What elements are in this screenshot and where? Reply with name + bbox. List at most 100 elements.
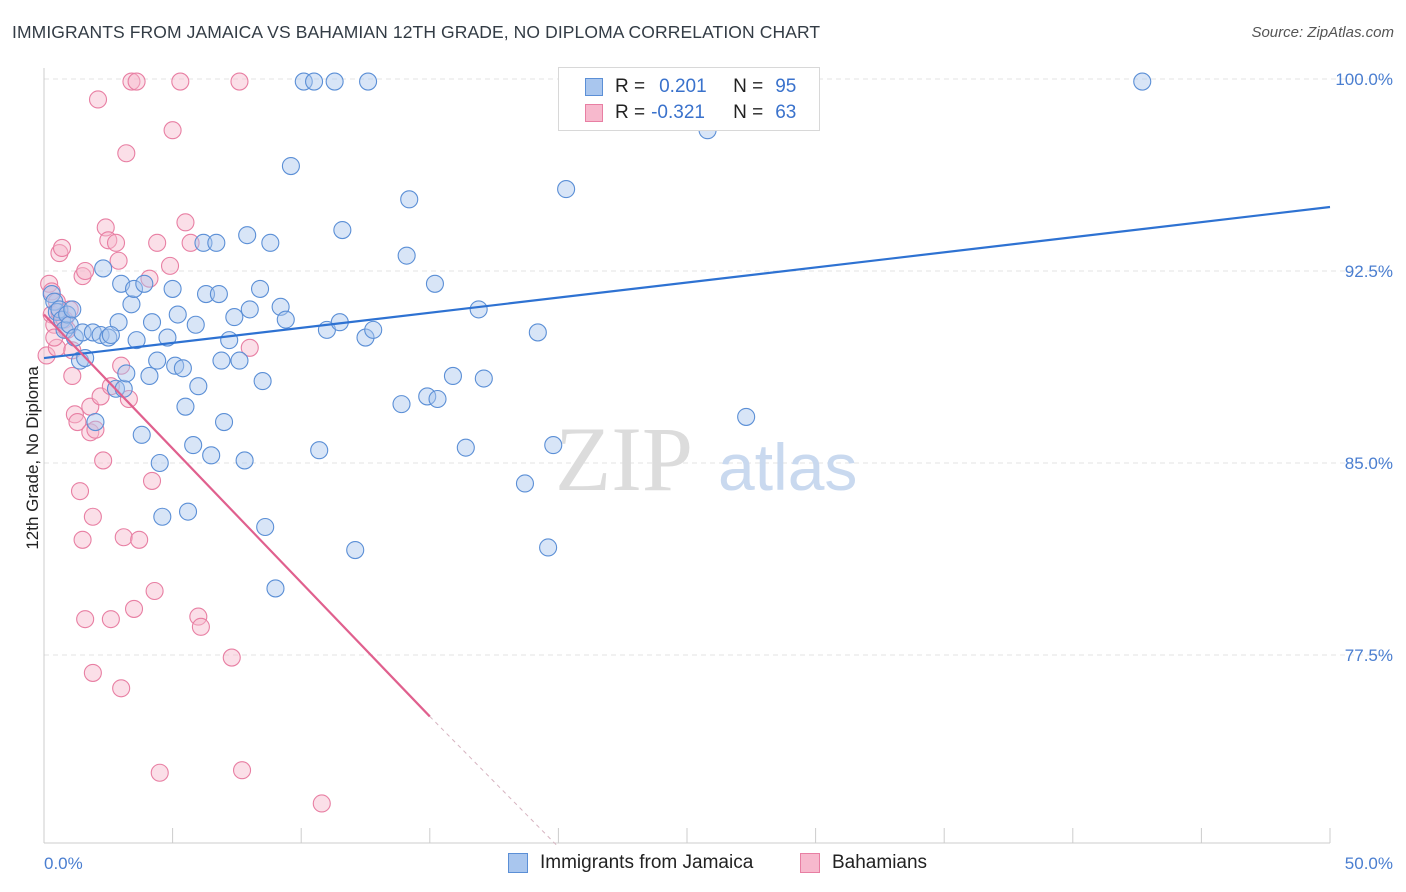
y-tick-label: 77.5%: [1345, 646, 1393, 665]
jamaica-point: [474, 369, 493, 388]
legend-n-label: N =: [733, 76, 764, 97]
bahamians-point: [142, 471, 162, 490]
jamaica-point: [737, 407, 756, 426]
series-swatch-jamaica: [508, 853, 528, 873]
jamaica-point: [1133, 72, 1152, 91]
jamaica-point: [425, 274, 444, 293]
jamaica-point: [266, 579, 285, 598]
jamaica-point: [253, 372, 272, 391]
jamaica-point: [202, 446, 221, 465]
series-label-bahamians: Bahamians: [832, 852, 928, 873]
watermark: ZIP atlas: [555, 408, 857, 510]
jamaica-trend-line: [43, 205, 1331, 360]
bahamians-point: [312, 794, 331, 813]
watermark-atlas: atlas: [718, 430, 857, 504]
jamaica-point: [124, 279, 144, 298]
axes: [43, 68, 1331, 844]
bahamians-point: [63, 366, 82, 386]
bahamians-point: [140, 269, 159, 288]
jamaica-point: [73, 323, 92, 342]
correlation-legend: R = 0.201 N = 95 R = -0.321 N = 63: [558, 67, 820, 131]
jamaica-point: [250, 279, 270, 298]
chart-title: IMMIGRANTS FROM JAMAICA VS BAHAMIAN 12TH…: [12, 22, 821, 42]
bahamians-point: [181, 233, 200, 252]
bahamians-point: [52, 238, 72, 258]
jamaica-point: [114, 379, 133, 398]
bahamians-point: [114, 528, 133, 547]
jamaica-point: [132, 425, 151, 444]
bahamians-point: [50, 244, 69, 263]
bahamians-point: [81, 423, 100, 442]
bahamians-point: [45, 328, 64, 347]
jamaica-point: [140, 366, 159, 386]
jamaica-point: [325, 72, 344, 91]
jamaica-point: [158, 328, 177, 347]
jamaica-point: [63, 300, 82, 319]
bahamians-trend-line: [43, 313, 431, 718]
jamaica-point: [148, 351, 167, 370]
bahamians-point: [117, 144, 136, 163]
jamaica-point: [443, 366, 462, 386]
jamaica-point: [194, 233, 213, 252]
jamaica-point: [418, 387, 437, 406]
jamaica-point: [235, 451, 254, 470]
legend-row-jamaica: R = 0.201 N = 95: [585, 74, 796, 100]
jamaica-point: [142, 313, 162, 332]
jamaica-point: [515, 474, 535, 493]
jamaica-point: [196, 284, 216, 304]
bahamians-point: [106, 233, 126, 252]
series-legend-bahamians[interactable]: Bahamians: [800, 852, 927, 874]
series-legend: Immigrants from Jamaica Bahamians: [0, 852, 1406, 878]
jamaica-point: [294, 72, 313, 91]
jamaica-point: [230, 351, 249, 370]
bahamians-point: [122, 72, 141, 91]
jamaica-point: [346, 540, 365, 560]
jamaica-point: [456, 438, 475, 457]
jamaica-point: [225, 308, 244, 327]
bahamians-point: [232, 761, 252, 780]
jamaica-point: [238, 226, 257, 245]
jamaica-point: [392, 395, 411, 414]
jamaica-point: [176, 397, 195, 416]
bahamians-point: [68, 412, 87, 432]
gridlines: [44, 78, 1392, 656]
jamaica-point: [528, 323, 547, 342]
bahamians-point: [88, 90, 108, 109]
jamaica-point: [310, 441, 329, 460]
legend-n-value-jamaica: 95: [775, 76, 797, 97]
jamaica-point: [135, 274, 154, 293]
bahamians-point: [130, 530, 149, 549]
jamaica-point: [364, 320, 383, 339]
bahamians-point: [109, 251, 128, 270]
bahamians-point: [163, 121, 182, 140]
series-legend-jamaica[interactable]: Immigrants from Jamaica: [508, 852, 753, 874]
jamaica-point: [209, 284, 228, 304]
legend-swatch-jamaica: [585, 78, 603, 96]
jamaica-point: [557, 180, 576, 199]
jamaica-point: [86, 412, 105, 432]
jamaica-point: [184, 436, 203, 455]
bahamians-point: [176, 213, 195, 232]
bahamians-point: [145, 581, 164, 601]
jamaica-point: [214, 412, 234, 432]
bahamians-point: [148, 233, 167, 252]
bahamians-point: [112, 679, 131, 698]
jamaica-point: [207, 233, 226, 252]
legend-r-value-jamaica: 0.201: [659, 76, 707, 97]
bahamians-point: [76, 261, 95, 281]
jamaica-point: [212, 351, 231, 370]
legend-n-label: N =: [733, 102, 764, 123]
jamaica-point: [101, 325, 120, 345]
jamaica-point: [163, 279, 182, 298]
bahamians-point: [191, 617, 210, 636]
x-tick-label: 50.0%: [1345, 854, 1393, 873]
jamaica-point: [428, 389, 447, 409]
legend-r-label: R =: [615, 102, 646, 123]
bahamians-point: [73, 267, 92, 286]
jamaica-point: [261, 233, 280, 252]
jamaica-point: [539, 538, 558, 557]
bahamians-trend-extension: [429, 716, 559, 848]
jamaica-point: [178, 502, 198, 521]
bahamians-point: [70, 482, 90, 501]
